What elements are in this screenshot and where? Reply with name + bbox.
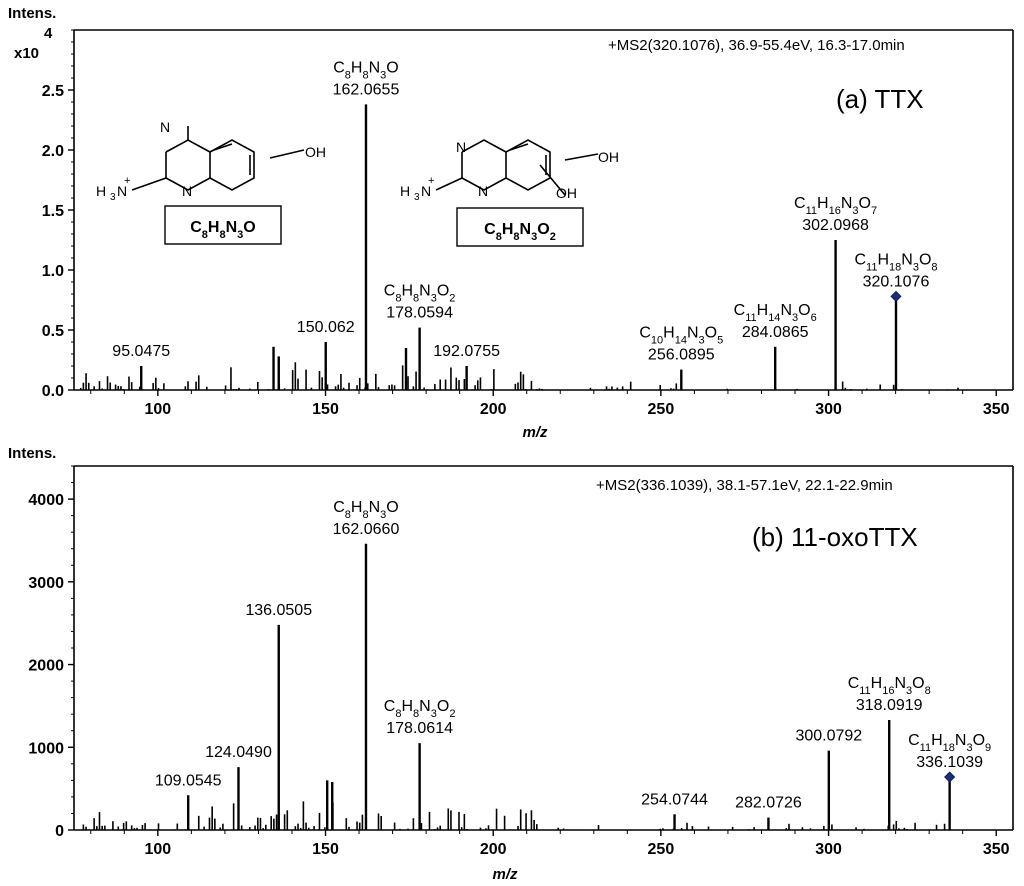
peak-mz-label: 320.1076 (863, 273, 930, 290)
panel-a-peak-labels: 95.0475150.062162.0655C8H8N3O178.0594C8H… (112, 59, 937, 363)
svg-text:OH: OH (305, 144, 326, 160)
svg-text:H: H (96, 183, 106, 199)
y-tick-label: 2000 (28, 658, 64, 675)
y-tick-label: 0.0 (42, 383, 64, 400)
peak-formula-label: C8H8N3O2 (384, 283, 456, 305)
peak-mz-label: 318.0919 (856, 697, 923, 714)
x-tick-label: 250 (648, 401, 675, 418)
panel-a-title: (a) TTX (836, 84, 924, 114)
precursor-marker (944, 771, 956, 783)
svg-text:3: 3 (414, 192, 420, 203)
peak-mz-label: 178.0594 (386, 305, 453, 322)
peak-mz-label: 95.0475 (112, 343, 170, 360)
panel-b-title: (b) 11-oxoTTX (752, 522, 918, 552)
peak-mz-label: 162.0655 (333, 81, 400, 98)
panel-b: Intens. +MS2(336.1039), 38.1-57.1eV, 22.… (8, 445, 1014, 883)
peak-mz-label: 254.0744 (641, 791, 708, 808)
panel-a: Intens. 4 x10 +MS2(320.1076), 36.9-55.4e… (8, 5, 1014, 441)
peak-mz-label: 178.0614 (386, 720, 453, 737)
y-tick-label: 0.5 (42, 323, 64, 340)
svg-text:N: N (182, 183, 192, 199)
peak-mz-label: 150.062 (297, 319, 355, 336)
y-tick-label: 4000 (28, 492, 64, 509)
x-tick-label: 150 (312, 401, 339, 418)
structure-1-formula: C8H8N3O (190, 219, 256, 241)
peak-formula-label: C11H16N3O7 (794, 195, 877, 217)
peak-mz-label: 162.0660 (333, 521, 400, 538)
panel-b-ticks: 100 150 200 250 300 350 0 1000 2000 3000 4000 (28, 465, 1010, 858)
peak-mz-label: 256.0895 (648, 347, 715, 364)
x-tick-label: 350 (983, 401, 1010, 418)
panel-a-ymult-exp: 4 (44, 25, 53, 42)
panel-b-xlabel: m/z (492, 866, 518, 883)
x-tick-label: 200 (480, 841, 507, 858)
peak-mz-label: 302.0968 (802, 217, 869, 234)
svg-text:3: 3 (110, 192, 116, 203)
x-tick-label: 150 (312, 841, 339, 858)
y-tick-label: 3000 (28, 575, 64, 592)
svg-text:N: N (478, 183, 488, 199)
peak-formula-label: C8H8N3O (333, 59, 399, 81)
peak-formula-label: C8H8N3O (333, 499, 399, 521)
peak-formula-label: C11H18N3O8 (854, 251, 937, 273)
panel-a-xlabel: m/z (522, 424, 548, 441)
y-tick-label: 2.0 (42, 143, 64, 160)
svg-text:+: + (428, 175, 434, 187)
y-tick-label: 1.5 (42, 203, 64, 220)
x-tick-label: 300 (815, 401, 842, 418)
structure-c8h8n3o: N N OH H 3 N + C8H8N3O (96, 119, 326, 245)
panel-a-ylabel: Intens. (8, 5, 56, 22)
peak-mz-label: 282.0726 (735, 795, 802, 812)
peak-mz-label: 136.0505 (245, 602, 312, 619)
x-tick-label: 200 (480, 401, 507, 418)
panel-b-noise-peaks (82, 801, 946, 830)
panel-a-peaks (140, 104, 902, 390)
svg-text:N: N (117, 183, 127, 199)
peak-mz-label: 336.1039 (916, 754, 983, 771)
peak-mz-label: 192.0755 (433, 343, 500, 360)
y-tick-label: 0 (55, 823, 64, 840)
x-tick-label: 100 (144, 401, 171, 418)
panel-b-ylabel: Intens. (8, 445, 56, 462)
panel-a-ticks: 100 150 200 250 300 350 0.0 0.5 1.0 1.5 2.0 2.5 (42, 29, 1010, 418)
x-tick-label: 250 (648, 841, 675, 858)
svg-text:N: N (421, 183, 431, 199)
svg-text:+: + (124, 175, 130, 187)
svg-text:H: H (400, 183, 410, 199)
precursor-marker (890, 290, 902, 302)
panel-b-header: +MS2(336.1039), 38.1-57.1eV, 22.1-22.9mi… (596, 477, 893, 494)
structure-2-box (456, 207, 584, 247)
peak-formula-label: C10H14N3O5 (639, 325, 723, 347)
peak-formula-label: C8H8N3O2 (384, 698, 456, 720)
structure-2-formula: C8H8N3O2 (484, 221, 556, 243)
panel-a-noise-peaks (79, 362, 959, 390)
panel-b-peaks (187, 543, 956, 830)
structure-1-box (164, 205, 282, 245)
peak-mz-label: 284.0865 (742, 324, 809, 341)
svg-text:OH: OH (556, 185, 577, 201)
x-tick-label: 300 (815, 841, 842, 858)
y-tick-label: 2.5 (42, 83, 64, 100)
svg-text:OH: OH (598, 149, 619, 165)
x-tick-label: 100 (144, 841, 171, 858)
peak-formula-label: C11H16N3O8 (848, 675, 931, 697)
panel-a-ymult: x10 (14, 45, 39, 62)
peak-mz-label: 109.0545 (155, 772, 222, 789)
x-tick-label: 350 (983, 841, 1010, 858)
peak-mz-label: 124.0490 (205, 744, 272, 761)
y-tick-label: 1000 (28, 740, 64, 757)
panel-a-header: +MS2(320.1076), 36.9-55.4eV, 16.3-17.0mi… (608, 37, 905, 54)
peak-formula-label: C11H18N3O9 (908, 732, 991, 754)
svg-text:N: N (456, 139, 466, 155)
y-tick-label: 1.0 (42, 263, 64, 280)
peak-mz-label: 300.0792 (795, 728, 862, 745)
peak-formula-label: C11H14N3O6 (734, 302, 817, 324)
structure-c8h8n3o2: N N OH OH H 3 N + C8H8N3O2 (400, 139, 619, 247)
svg-text:N: N (160, 119, 170, 135)
